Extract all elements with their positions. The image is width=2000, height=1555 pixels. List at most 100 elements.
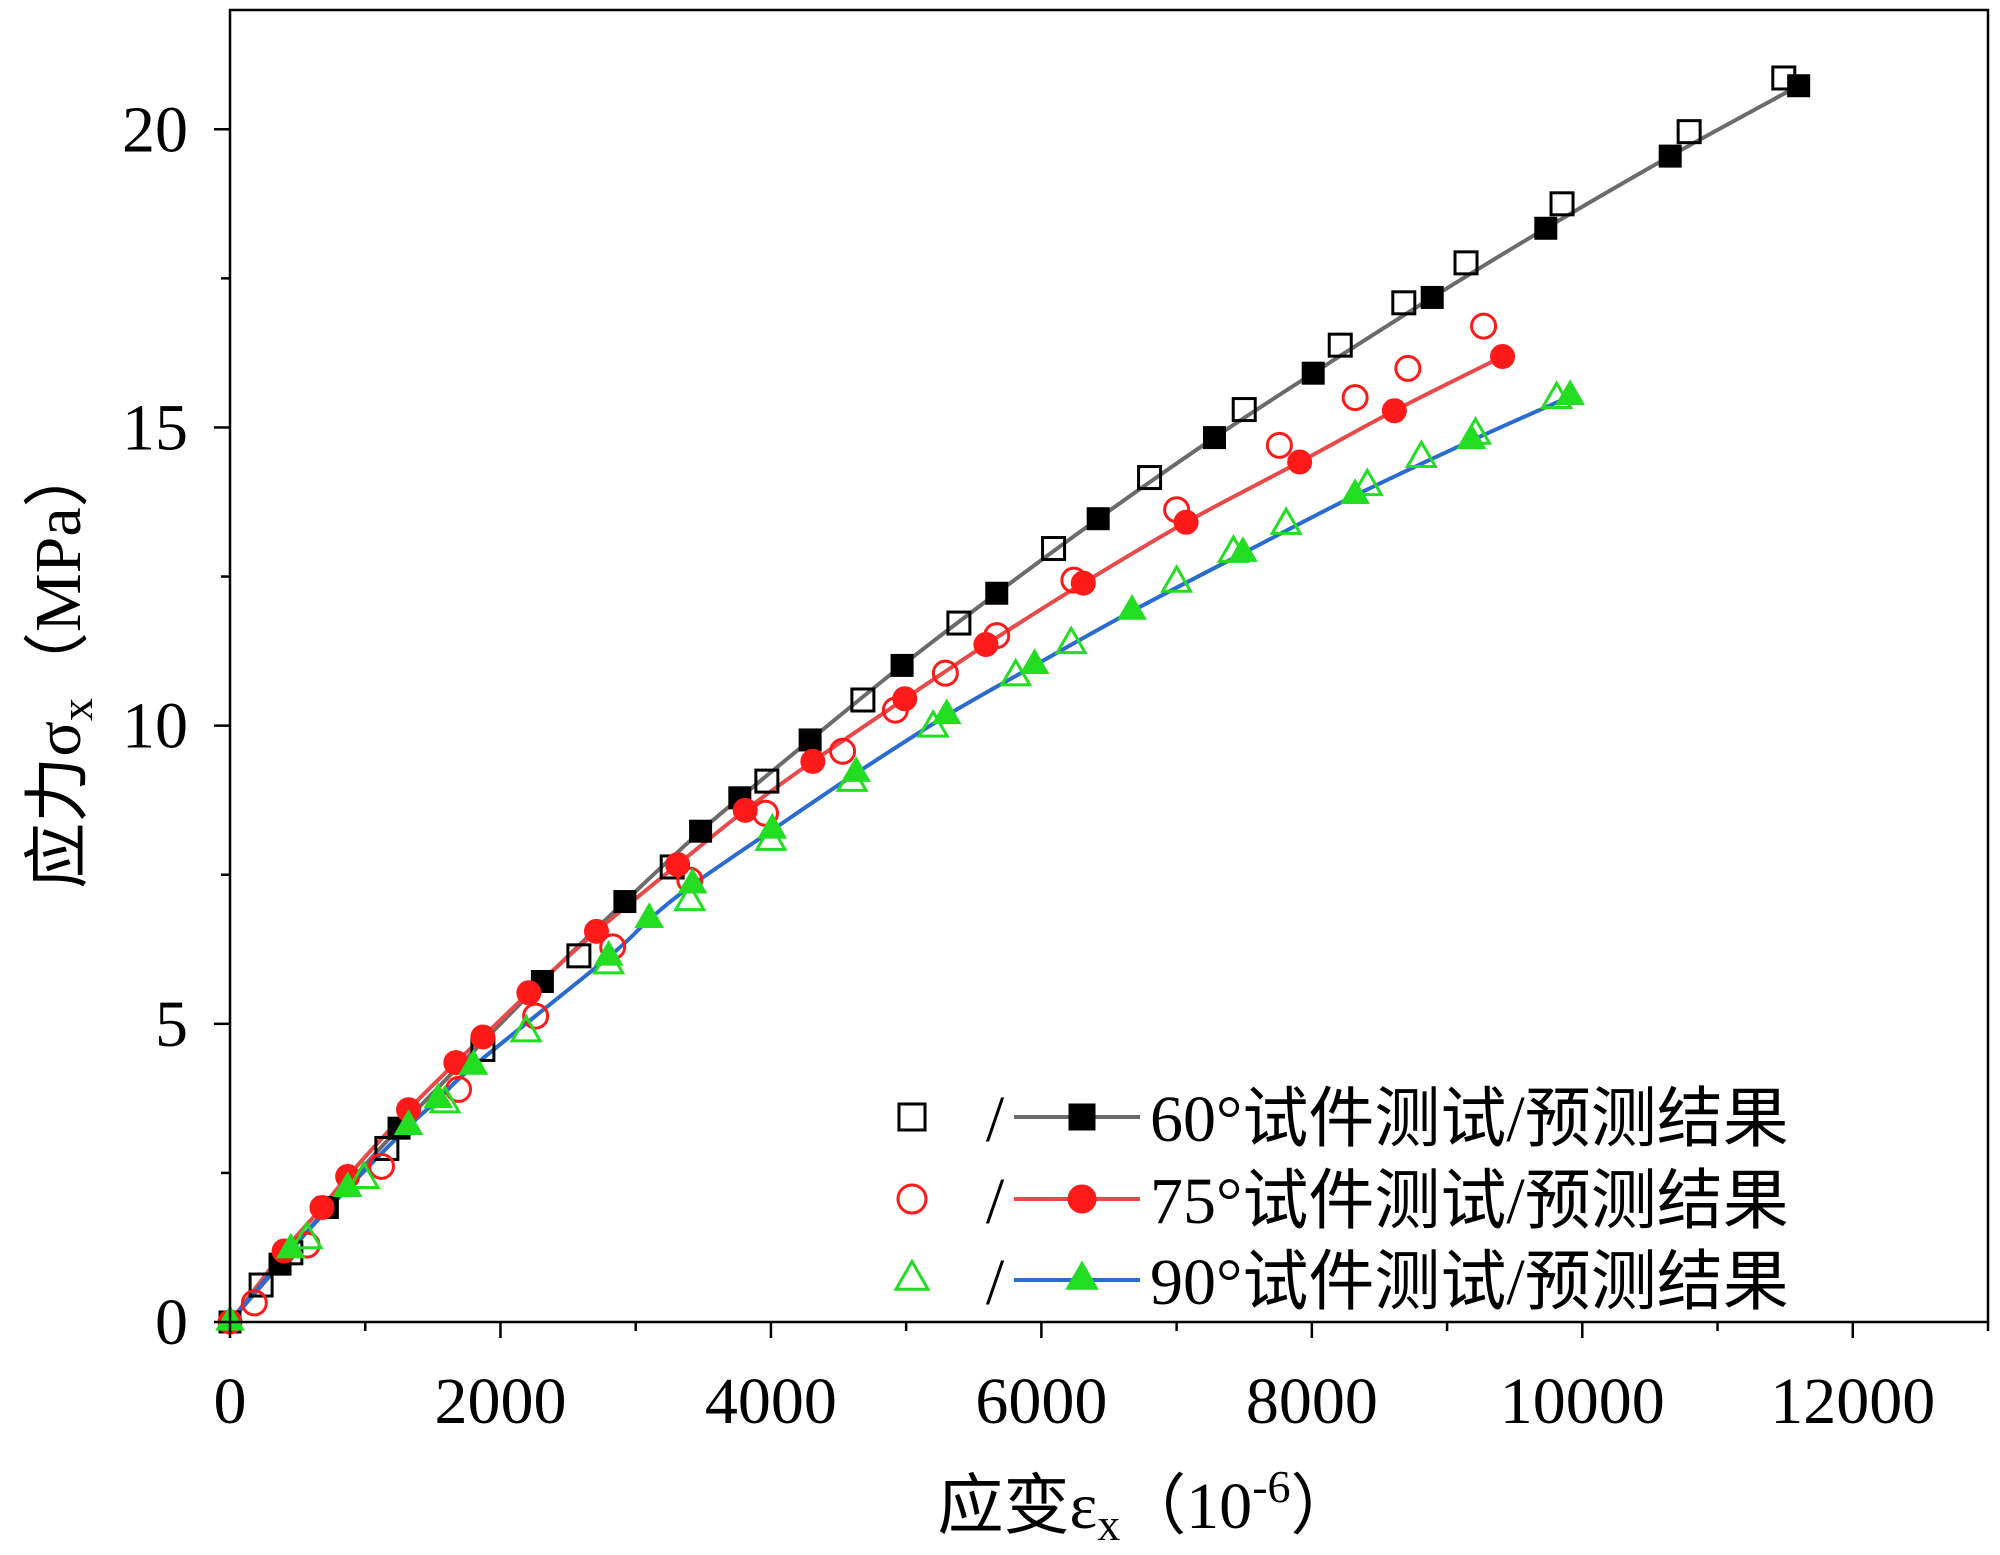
legend-square-open-icon (897, 1102, 927, 1132)
triangle-filled-point (393, 1109, 424, 1135)
legend-label: 90°试件测试/预测结果 (1150, 1246, 1789, 1319)
y-axis-label-unit: （MPa） (22, 441, 95, 698)
square-open-point (946, 610, 972, 636)
x-tick-label: 4000 (705, 1365, 837, 1438)
circle-open-point (367, 1152, 395, 1180)
legend-prediction-marker (1014, 1103, 1140, 1131)
circle-open-point (522, 1002, 550, 1030)
triangle-filled-point (634, 902, 665, 929)
square-filled-point (890, 653, 914, 677)
triangle-filled-point (275, 1232, 306, 1259)
square-filled-point (1787, 74, 1811, 98)
triangle-open-point (1350, 467, 1384, 497)
legend-separator: / (986, 1083, 1005, 1156)
axis-tick-labels: 0 2000 4000 6000 8000 10000 12000 0 5 10 15 20 (122, 93, 1935, 1438)
legend-label: 75°试件测试/预测结果 (1150, 1165, 1789, 1238)
legend-item: / 75°试件测试/预测结果 (896, 1165, 1789, 1238)
circle-filled-point (516, 980, 542, 1006)
triangle-open-point (1404, 439, 1438, 469)
y-tick-label: 0 (155, 1286, 188, 1359)
legend-separator: / (986, 1165, 1005, 1238)
triangle-filled-point (1019, 648, 1050, 674)
x-tick-label: 8000 (1246, 1365, 1378, 1438)
circle-filled-point (800, 748, 826, 774)
circle-open-point (829, 737, 857, 765)
square-open-point (1327, 332, 1353, 358)
x-tick-label: 0 (214, 1365, 247, 1438)
data-markers (215, 65, 1811, 1335)
series-circle-filled (217, 343, 1516, 1335)
legend-separator: / (986, 1246, 1005, 1319)
legend-test-marker (897, 1102, 927, 1132)
triangle-filled-point (677, 867, 708, 894)
legend-triangle-filled-icon (1065, 1260, 1099, 1290)
circle-filled-point (470, 1024, 496, 1050)
triangle-open-point (673, 882, 707, 912)
triangle-open-point (347, 1160, 381, 1190)
circle-filled-point (1070, 570, 1096, 596)
square-open-point (1676, 119, 1702, 145)
x-tick-label: 6000 (975, 1365, 1107, 1438)
circle-filled-point (1287, 449, 1313, 475)
triangle-filled-point (332, 1171, 363, 1197)
triangle-filled-point (841, 756, 871, 782)
x-tick-label: 2000 (434, 1365, 566, 1438)
circle-filled-point (309, 1194, 335, 1220)
y-axis-label: 应力σx（MPa） (22, 441, 102, 888)
legend-circle-open-icon (896, 1183, 928, 1215)
circle-open-point (1341, 384, 1369, 412)
series-triangle-filled (215, 379, 1586, 1331)
square-filled-point (613, 890, 637, 914)
square-filled-point (1658, 144, 1682, 168)
legend-item: / 90°试件测试/预测结果 (893, 1246, 1789, 1319)
square-open-point (1041, 536, 1067, 562)
triangle-open-point (1269, 506, 1303, 535)
legend-circle-filled-icon (1067, 1184, 1097, 1214)
legend-label: 60°试件测试/预测结果 (1150, 1083, 1789, 1156)
triangle-filled-point (757, 812, 788, 839)
square-open-point (850, 687, 876, 713)
y-tick-label: 20 (122, 93, 188, 166)
square-open-point (1549, 191, 1575, 217)
triangle-filled-point (1228, 536, 1258, 562)
x-axis-label-subscript: x (1097, 1499, 1120, 1550)
x-tick-label: 12000 (1770, 1365, 1935, 1438)
triangle-filled-point (1555, 379, 1586, 406)
square-filled-point (1534, 216, 1558, 240)
square-filled-point (985, 581, 1009, 605)
triangle-filled-point (1340, 478, 1370, 505)
triangle-open-point (509, 1013, 543, 1043)
legend-test-marker (893, 1258, 931, 1291)
prediction-curve-1 (228, 354, 1504, 1324)
circle-filled-point (665, 852, 691, 878)
x-axis-label-superscript: -6 (1252, 1461, 1290, 1512)
square-open-point (1391, 290, 1417, 316)
square-filled-point (1202, 426, 1226, 450)
circle-filled-point (973, 632, 999, 658)
x-axis-label: 应变εx（10-6） (937, 1461, 1356, 1550)
square-filled-point (689, 819, 713, 843)
square-filled-point (798, 728, 822, 752)
circle-open-point (240, 1289, 268, 1317)
legend-triangle-open-icon (893, 1258, 931, 1291)
y-tick-label: 10 (122, 690, 188, 763)
circle-open-point (1470, 312, 1498, 340)
square-filled-point (1420, 285, 1444, 309)
y-axis-label-subscript: x (51, 698, 102, 721)
triangle-filled-point (1456, 423, 1487, 450)
circle-filled-point (1173, 509, 1199, 535)
x-axis-label-main: 应变ε (937, 1470, 1097, 1543)
square-open-point (1453, 250, 1479, 276)
triangle-filled-point (458, 1048, 489, 1075)
axis-ticks (214, 128, 1990, 1338)
x-axis-label-unit-close: ） (1291, 1470, 1357, 1543)
circle-filled-point (892, 686, 918, 712)
circle-open-point (1265, 431, 1293, 459)
legend-prediction-marker (1014, 1260, 1140, 1290)
triangle-filled-point (1117, 593, 1147, 620)
circle-filled-point (732, 797, 758, 823)
square-open-point (1137, 465, 1163, 491)
